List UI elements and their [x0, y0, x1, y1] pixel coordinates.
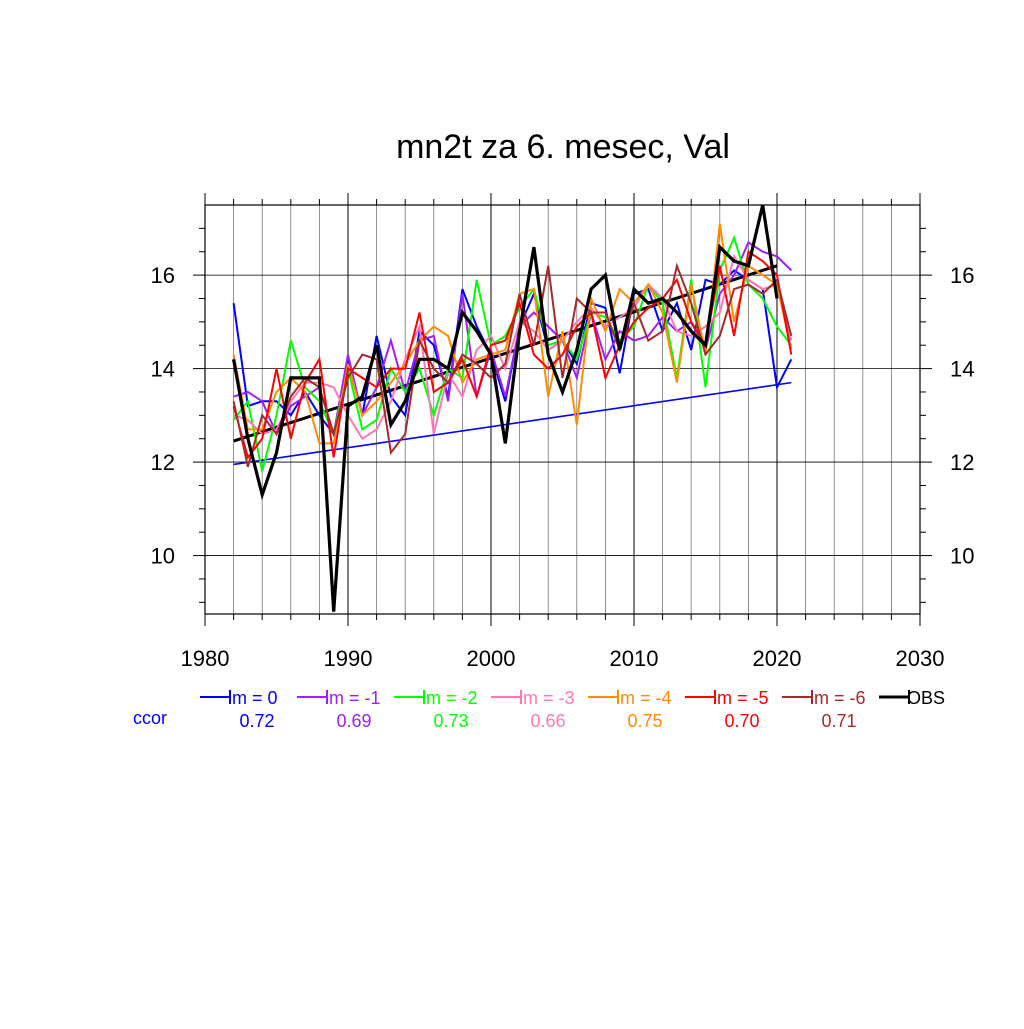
legend-label-1: lm = -1 [325, 688, 381, 708]
legend-label-7: OBS [907, 688, 945, 708]
series-line-7 [232, 205, 779, 612]
legend-ccor-0: 0.72 [239, 711, 274, 731]
y-tick-label-right-10: 10 [950, 544, 974, 569]
y-tick-label-left-10: 10 [151, 544, 175, 569]
legend-label-4: lm = -4 [616, 688, 672, 708]
x-tick-label-2020: 2020 [753, 646, 802, 671]
plot-frame [204, 204, 921, 615]
chart-title: mn2t za 6. mesec, Val [396, 128, 730, 166]
y-tick-label-right-12: 12 [950, 450, 974, 475]
legend-ccor-1: 0.69 [336, 711, 371, 731]
ccor-label: ccor [133, 708, 167, 728]
legend-ccor-6: 0.71 [821, 711, 856, 731]
series-line-6 [232, 262, 793, 468]
y-tick-label-left-12: 12 [151, 450, 175, 475]
x-tick-label-2000: 2000 [467, 646, 516, 671]
legend-ccor-3: 0.66 [530, 711, 565, 731]
x-tick-label-2010: 2010 [610, 646, 659, 671]
y-tick-label-right-16: 16 [950, 263, 974, 288]
x-tick-label-1980: 1980 [181, 646, 230, 671]
legend-label-0: lm = 0 [228, 688, 278, 708]
y-tick-label-right-14: 14 [950, 357, 974, 382]
legend-label-6: lm = -6 [810, 688, 866, 708]
legend-ccor-2: 0.73 [433, 711, 468, 731]
y-tick-label-left-14: 14 [151, 357, 175, 382]
legend-ccor-5: 0.70 [724, 711, 759, 731]
x-tick-label-2030: 2030 [896, 646, 945, 671]
legend-label-3: lm = -3 [519, 688, 575, 708]
trend-line-0 [233, 381, 792, 466]
x-tick-label-1990: 1990 [324, 646, 373, 671]
legend-label-5: lm = -5 [713, 688, 769, 708]
plot-area: 1980 1990 2000 2010 2020 2030 10 10 12 12 14 14 16 16 [151, 193, 974, 671]
series-group [232, 205, 793, 612]
legend: lm = 0 0.72 lm = -1 0.69 lm = -2 0.73 lm = -3 0… [133, 688, 945, 731]
y-tick-label-left-16: 16 [151, 263, 175, 288]
legend-label-2: lm = -2 [422, 688, 478, 708]
legend-ccor-4: 0.75 [627, 711, 662, 731]
